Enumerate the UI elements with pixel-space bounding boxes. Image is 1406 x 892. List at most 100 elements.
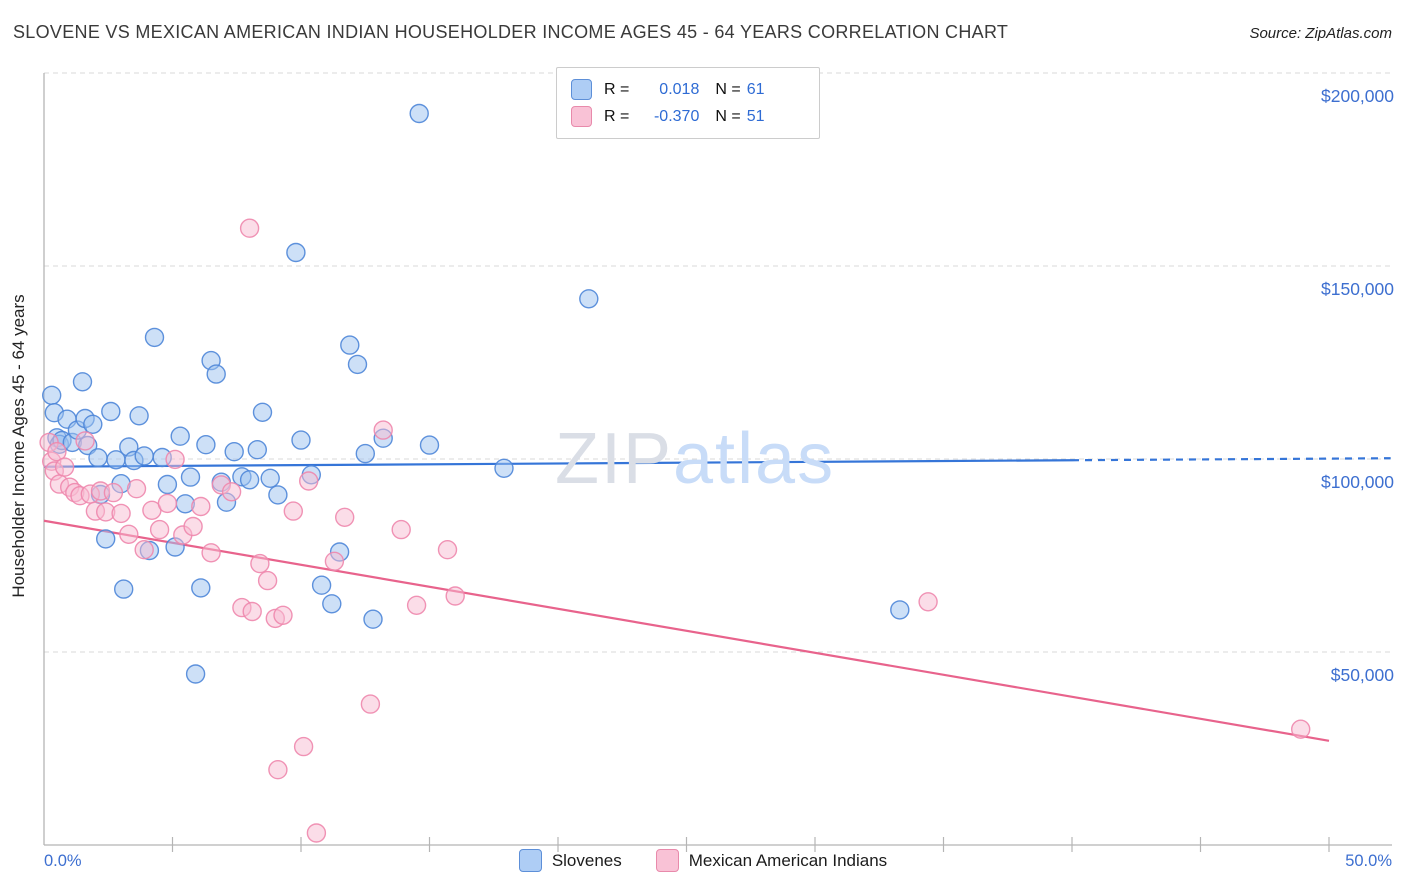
mexican-point	[221, 482, 242, 502]
mexican-point	[299, 471, 319, 491]
mexican-point	[918, 592, 938, 612]
mexican-point	[111, 503, 131, 524]
slovene-point	[291, 430, 311, 450]
mexican-point	[157, 493, 178, 514]
slovene-point	[260, 468, 280, 488]
legend-row-mexican: R = -0.370 N = 51	[571, 103, 805, 130]
points-mexican	[39, 218, 1311, 843]
mexican-point	[1290, 719, 1311, 739]
trend-line-solid	[43, 459, 1073, 468]
mexican-point	[324, 551, 345, 571]
mexican-point	[250, 553, 270, 574]
mexican-point	[268, 760, 288, 780]
slovene-point	[180, 467, 201, 487]
page-title: SLOVENE VS MEXICAN AMERICAN INDIAN HOUSE…	[13, 22, 1009, 42]
slovene-point	[347, 354, 368, 375]
correlation-legend-box: R = 0.018 N = 61 R = -0.370 N = 51	[556, 67, 820, 139]
mexican-point	[391, 519, 411, 540]
r-value-mexican: -0.370	[653, 107, 700, 125]
n-label: N =	[715, 80, 741, 98]
mexican-swatch-icon	[571, 106, 592, 127]
mexican-point	[306, 823, 327, 843]
slovene-point	[101, 401, 121, 422]
trend-line-mexican	[43, 519, 1330, 742]
mexican-point	[283, 501, 303, 521]
mexican-point	[239, 218, 260, 238]
legend-row-slovenes: R = 0.018 N = 61	[571, 76, 805, 103]
r-label: R =	[604, 107, 630, 125]
mexican-point	[335, 507, 355, 527]
r-value-slovenes: 0.018	[659, 80, 700, 98]
series-legend: Slovenes Mexican American Indians	[0, 849, 1406, 872]
mexican-point	[445, 586, 465, 606]
slovene-point	[322, 594, 342, 614]
y-tick-label: $150,000	[1321, 279, 1394, 299]
mexican-point	[293, 736, 314, 757]
trend-line-solid	[43, 519, 1330, 742]
slovene-point	[72, 372, 93, 392]
y-tick-label: $100,000	[1321, 472, 1394, 492]
slovene-point	[170, 426, 190, 446]
mexican-point	[201, 543, 221, 563]
trend-line-dashed	[1071, 457, 1391, 462]
y-tick-label: $200,000	[1321, 86, 1394, 106]
slovene-point	[890, 600, 910, 620]
legend-item-label: Slovenes	[551, 850, 622, 870]
source-link[interactable]: Source: ZipAtlas.com	[1249, 25, 1392, 42]
mexican-point	[360, 694, 381, 714]
slovene-point	[340, 335, 360, 355]
slovene-point	[409, 103, 429, 124]
legend-item-mexican[interactable]: Mexican American Indians	[655, 849, 888, 872]
y-axis-label: Householder Income Ages 45 - 64 years	[9, 294, 28, 598]
mexican-point	[273, 605, 293, 625]
n-value-slovenes: 61	[746, 80, 765, 98]
mexican-point	[183, 516, 203, 537]
slovene-point	[185, 664, 206, 684]
mexican-point	[242, 601, 262, 622]
slovene-point	[363, 609, 383, 629]
mexican-point	[54, 457, 75, 477]
mexican-legend-swatch-icon	[655, 849, 679, 872]
n-value-mexican: 51	[746, 107, 765, 125]
slovene-point	[157, 474, 178, 495]
slovene-point	[95, 529, 116, 549]
slovene-point	[419, 435, 440, 455]
mexican-point	[75, 431, 95, 451]
n-label: N =	[715, 107, 741, 125]
slovene-point	[191, 578, 211, 598]
slovene-point	[134, 446, 154, 466]
slovene-point	[494, 458, 514, 478]
slovene-point	[206, 364, 226, 384]
y-tick-label: $50,000	[1331, 665, 1395, 685]
legend-item-label: Mexican American Indians	[688, 850, 888, 870]
slovene-point	[311, 575, 332, 595]
points-slovenes	[42, 103, 910, 684]
slovene-point	[129, 406, 149, 426]
gridlines: $200,000 $150,000 $100,000 $50,000	[44, 72, 1395, 685]
mexican-point	[191, 496, 211, 517]
mexican-point	[103, 482, 124, 503]
r-label: R =	[604, 80, 630, 98]
slovene-point	[252, 402, 273, 422]
mexican-point	[406, 595, 427, 615]
slovene-point	[42, 385, 62, 405]
slovene-point	[579, 289, 599, 309]
slovene-point	[268, 485, 288, 505]
slovene-point	[286, 242, 306, 263]
trend-line-slovenes	[43, 457, 1391, 468]
slovene-point	[247, 440, 267, 460]
slovene-point	[83, 414, 103, 434]
slovene-point	[224, 442, 244, 462]
mexican-point	[149, 519, 170, 540]
mexican-point	[134, 540, 154, 560]
legend-item-slovenes[interactable]: Slovenes	[518, 849, 622, 872]
mexican-point	[437, 540, 458, 560]
slovene-point	[88, 448, 108, 468]
mexican-point	[373, 420, 393, 440]
slovene-point	[196, 435, 216, 455]
slovene-swatch-icon	[571, 79, 592, 100]
slovene-legend-swatch-icon	[518, 849, 542, 872]
mexican-point	[119, 524, 139, 544]
mexican-point	[257, 570, 278, 591]
